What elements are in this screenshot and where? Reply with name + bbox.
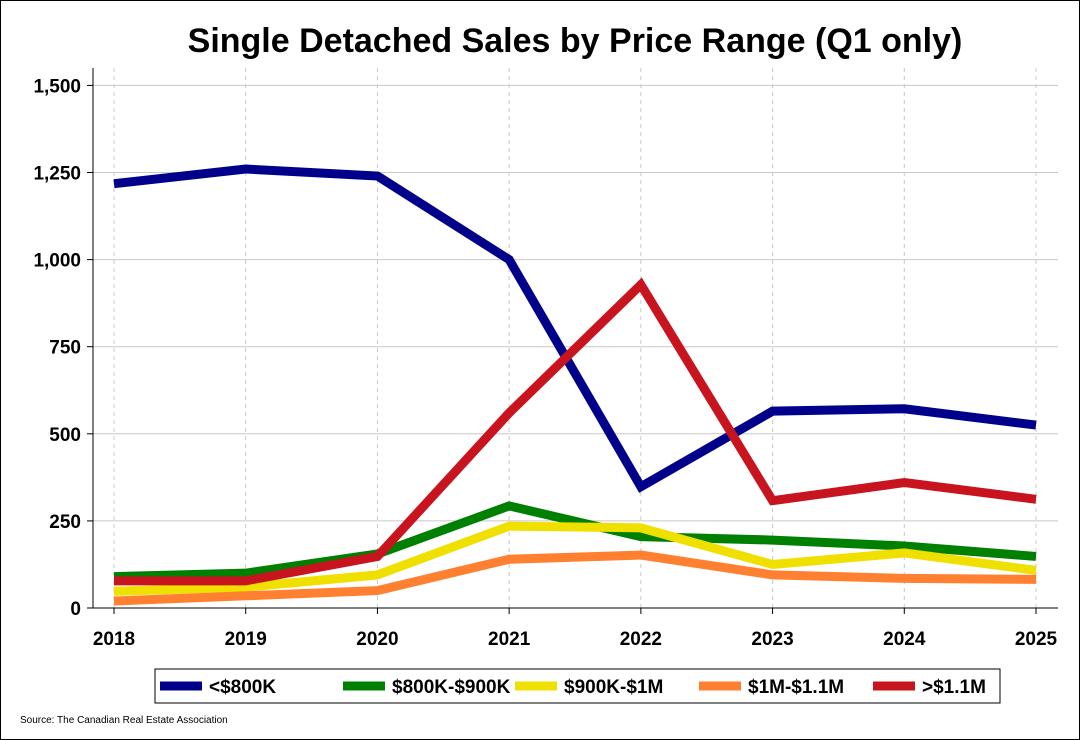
y-tick-label: 250: [49, 512, 81, 533]
x-tick-label: 2025: [1015, 629, 1058, 650]
x-tick-label: 2019: [225, 629, 267, 650]
chart-title: Single Detached Sales by Price Range (Q1…: [188, 22, 963, 60]
legend-label: $1M-$1.1M: [748, 677, 844, 698]
y-tick-label: 1,250: [33, 164, 81, 185]
series-line-1: [113, 501, 1037, 582]
x-tick-label: 2021: [488, 629, 531, 650]
legend: <$800K $800K-$900K $900K-$1M $1M-$1.1M >$1.1…: [154, 668, 1001, 704]
x-tick-label: 2023: [751, 629, 793, 650]
x-tick-label: 2022: [620, 629, 662, 650]
source-note: Source: The Canadian Real Estate Associa…: [20, 715, 228, 726]
legend-label: $900K-$1M: [564, 677, 663, 698]
y-tick-label: 1,000: [33, 251, 81, 272]
y-tick-label: 1,500: [33, 76, 81, 97]
series-lines: [113, 164, 1037, 606]
series-line-4: [114, 277, 1037, 586]
axes: 0 250 500 750 1,000 1,250 1,500 2018 2019 2020 202…: [33, 68, 1058, 650]
series-line-0: [113, 164, 1037, 493]
legend-label: $800K-$900K: [392, 677, 511, 698]
y-tick-label: 750: [49, 338, 81, 359]
legend-label: >$1.1M: [922, 677, 986, 698]
y-tick-label: 0: [70, 599, 81, 620]
x-tick-label: 2020: [356, 629, 398, 650]
legend-box: [154, 668, 1001, 704]
x-tick-label: 2024: [883, 629, 926, 650]
legend-label: <$800K: [209, 677, 276, 698]
grid: [93, 68, 1058, 608]
series-line-3: [113, 550, 1037, 606]
y-tick-label: 500: [49, 425, 81, 446]
series-line-2: [113, 521, 1037, 596]
x-tick-label: 2018: [93, 629, 135, 650]
